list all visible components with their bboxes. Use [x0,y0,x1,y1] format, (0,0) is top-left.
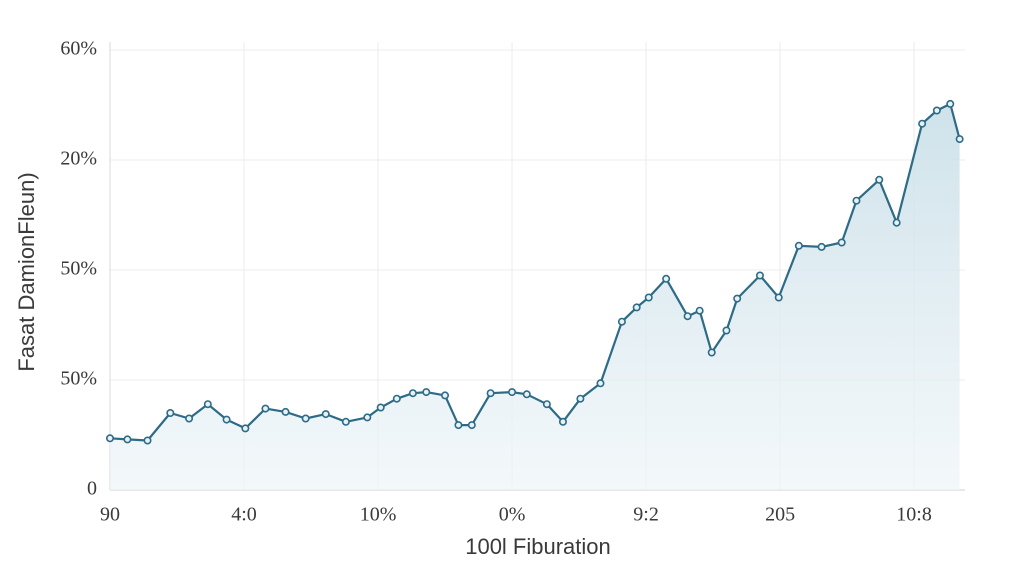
point [774,293,783,302]
point [683,312,692,321]
point [662,274,671,283]
point [852,196,861,205]
point [918,119,927,128]
x-tick-label: 4:0 [231,504,257,526]
point [185,414,194,423]
point [576,394,585,403]
point [363,413,372,422]
point [755,271,764,280]
point [695,306,704,315]
point [106,434,115,443]
x-axis-title: 100l Fiburation [465,534,611,559]
point [707,348,716,357]
point [376,403,385,412]
point [558,417,567,426]
x-tick-label: 9:2 [633,504,659,526]
point [932,106,941,115]
point [733,294,742,303]
point [301,414,310,423]
point [281,407,290,416]
point [123,435,132,444]
x-tick-label: 0% [499,504,526,526]
x-tick-label: 10% [360,504,397,526]
y-tick-label: 50% [60,368,97,390]
x-tick-label: 205 [765,504,795,526]
point [875,175,884,184]
point [467,421,476,430]
point [422,388,431,397]
x-tick-label: 10:8 [896,504,932,526]
point [203,400,212,409]
point [722,326,731,335]
point [542,400,551,409]
point [946,99,955,108]
point [222,415,231,424]
y-tick-label: 20% [60,148,97,170]
point [321,410,330,419]
y-tick-label: 0 [87,478,97,500]
point [508,388,517,397]
point [955,135,964,144]
point [817,242,826,251]
point [892,218,901,227]
point [408,389,417,398]
x-tick-label: 90 [100,504,120,526]
point [632,303,641,312]
point [441,391,450,400]
point [596,379,605,388]
point [241,424,250,433]
y-tick-label: 60% [60,38,97,60]
point [261,404,270,413]
point [837,238,846,247]
point [166,408,175,417]
y-axis-title: Fasat DamionFleun) [14,172,39,371]
point [617,317,626,326]
point [522,390,531,399]
point [454,421,463,430]
point [143,436,152,445]
point [341,417,350,426]
point [392,394,401,403]
point [486,389,495,398]
point [644,293,653,302]
y-tick-label: 50% [60,258,97,280]
point [794,241,803,250]
area [110,103,960,491]
